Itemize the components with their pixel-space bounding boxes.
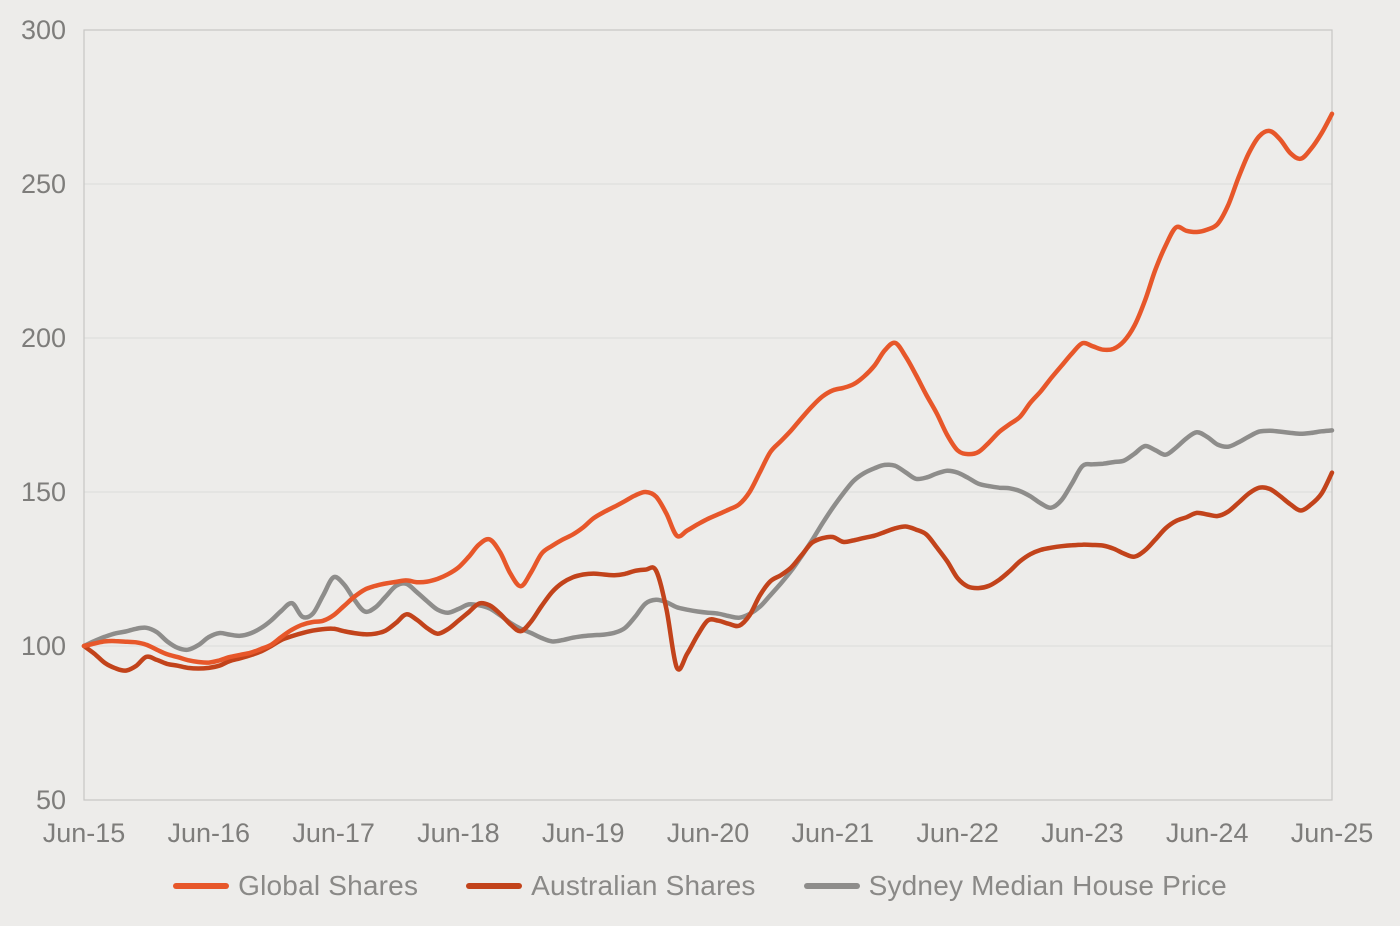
legend-swatch-icon <box>173 883 230 889</box>
legend-item-australian-shares: Australian Shares <box>466 870 755 902</box>
y-tick-label-300: 300 <box>21 15 66 45</box>
x-tick-label-Jun-23: Jun-23 <box>1041 818 1124 848</box>
x-tick-label-Jun-15: Jun-15 <box>43 818 126 848</box>
x-tick-label-Jun-21: Jun-21 <box>792 818 875 848</box>
legend-swatch-icon <box>466 883 523 889</box>
y-tick-label-200: 200 <box>21 323 66 353</box>
series-line-australian-shares <box>81 470 1335 673</box>
x-tick-label-Jun-24: Jun-24 <box>1166 818 1249 848</box>
y-tick-label-250: 250 <box>21 169 66 199</box>
plot-border <box>83 29 1333 801</box>
y-tick-label-150: 150 <box>21 477 66 507</box>
series-line-sydney-median-house-price <box>81 428 1335 653</box>
series-lines <box>81 111 1335 673</box>
x-tick-label-Jun-25: Jun-25 <box>1291 818 1374 848</box>
legend-label: Sydney Median House Price <box>868 870 1227 901</box>
y-tick-label-100: 100 <box>21 631 66 661</box>
legend-label: Global Shares <box>238 870 419 901</box>
gridlines <box>84 183 1332 647</box>
series-line-global-shares <box>81 111 1335 665</box>
legend-item-sydney-median-house-price: Sydney Median House Price <box>803 870 1227 902</box>
x-tick-label-Jun-18: Jun-18 <box>417 818 500 848</box>
x-tick-label-Jun-20: Jun-20 <box>667 818 750 848</box>
legend-swatch-icon <box>803 883 860 889</box>
x-tick-label-Jun-19: Jun-19 <box>542 818 625 848</box>
x-axis-labels: Jun-15 Jun-16 Jun-17 Jun-18 Jun-19 Jun-20 Jun-… <box>43 818 1374 848</box>
legend: Global Shares Australian Shares Sydney Med… <box>0 860 1400 912</box>
x-tick-label-Jun-22: Jun-22 <box>916 818 999 848</box>
legend-label: Australian Shares <box>531 870 756 901</box>
legend-item-global-shares: Global Shares <box>173 870 418 902</box>
y-tick-label-50: 50 <box>36 785 66 815</box>
x-tick-label-Jun-16: Jun-16 <box>168 818 251 848</box>
y-axis-labels: 300 250 200 150 100 50 <box>21 15 66 815</box>
x-tick-label-Jun-17: Jun-17 <box>292 818 375 848</box>
